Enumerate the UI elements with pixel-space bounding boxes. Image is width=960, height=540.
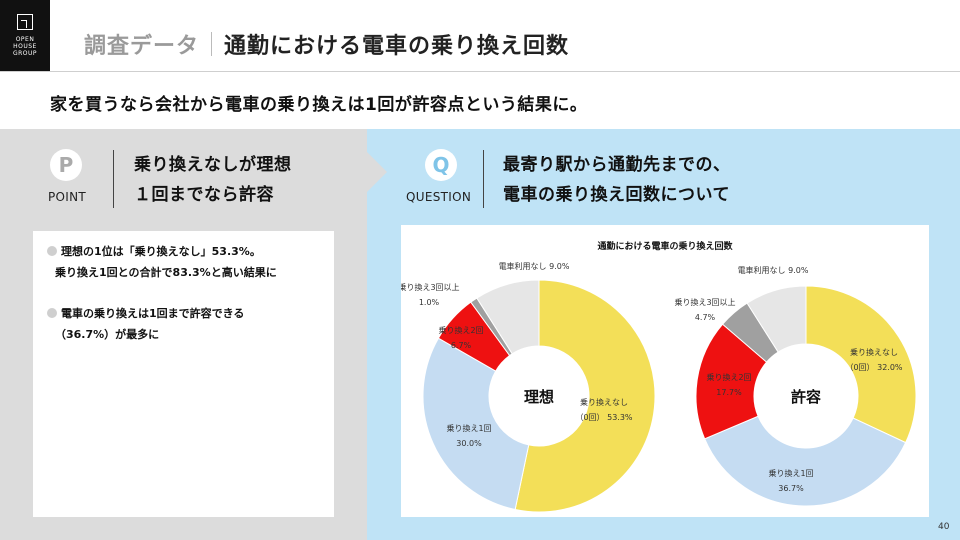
slice-data-label: 電車利用なし 9.0% xyxy=(738,265,809,275)
bullet-dot-icon xyxy=(47,246,57,256)
bullet-item: 電車の乗り換えは1回まで許容できる （36.7%）が最多に xyxy=(47,303,244,345)
donut-charts: 理想乗り換えなし（0回） 53.3% 乗り換え1回 30.0% 乗り換え2回 6.7% 乗… xyxy=(401,261,917,513)
bullet-text: 理想の1位は「乗り換えなし」53.3%。 xyxy=(61,245,261,258)
logo-line: GROUP xyxy=(12,50,38,57)
pie-slice xyxy=(746,285,807,353)
slide-header: 調査データ 通勤における電車の乗り換え回数 xyxy=(84,28,569,60)
bullet-text: 電車の乗り換えは1回まで許容できる xyxy=(61,307,245,320)
bullet-item: 理想の1位は「乗り換えなし」53.3%。 乗り換え1回との合計で83.3%と高い… xyxy=(47,241,277,283)
point-headline: 乗り換えなしが理想 １回までなら許容 xyxy=(134,150,292,210)
donut-center-label: 許容 xyxy=(791,388,821,406)
pie-slice xyxy=(805,285,917,444)
slice-data-label: 乗り換え1回 36.7% xyxy=(768,468,813,493)
slice-data-label: 電車利用なし 9.0% xyxy=(499,261,570,271)
point-headline-line: 乗り換えなしが理想 xyxy=(134,155,292,175)
pie-slice xyxy=(422,337,530,511)
panel-arrow-icon xyxy=(367,152,387,192)
logo-line: OPEN xyxy=(15,36,35,43)
question-headline-line: 最寄り駅から通勤先までの、 xyxy=(503,155,731,175)
logo-mark-icon xyxy=(17,14,33,30)
logo-line: HOUSE xyxy=(13,43,37,50)
pie-slice xyxy=(514,279,656,513)
page-title: 通勤における電車の乗り換え回数 xyxy=(224,34,570,59)
bullet-text: （36.7%）が最多に xyxy=(55,328,160,341)
point-divider xyxy=(113,150,114,208)
question-badge: Q xyxy=(425,149,457,181)
header-rule xyxy=(0,71,960,72)
point-card: 理想の1位は「乗り換えなし」53.3%。 乗り換え1回との合計で83.3%と高い… xyxy=(33,231,334,517)
header-category: 調査データ xyxy=(84,34,200,59)
question-label: QUESTION xyxy=(406,190,472,204)
logo-text: OPEN HOUSE GROUP xyxy=(4,36,46,57)
chart-title: 通勤における電車の乗り換え回数 xyxy=(597,242,733,252)
point-badge: P xyxy=(50,149,82,181)
slice-data-label: 乗り換え3回以上 1.0% xyxy=(401,282,460,307)
header-divider xyxy=(211,32,213,56)
chart-card: 通勤における電車の乗り換え回数 理想乗り換えなし（0回） 53.3% 乗り換え1回… xyxy=(401,225,929,517)
question-headline: 最寄り駅から通勤先までの、 電車の乗り換え回数について xyxy=(503,150,731,210)
slice-data-label: 乗り換え2回 6.7% xyxy=(438,325,483,350)
slice-data-label: 乗り換えなし（0回） 32.0% xyxy=(845,347,902,372)
lead-text: 家を買うなら会社から電車の乗り換えは1回が許容点という結果に。 xyxy=(50,95,588,115)
slice-data-label: 乗り換えなし（0回） 53.3% xyxy=(575,397,632,422)
slice-data-label: 乗り換え1回 30.0% xyxy=(446,423,491,448)
pie-slice xyxy=(704,415,907,507)
bullet-text: 乗り換え1回との合計で83.3%と高い結果に xyxy=(55,266,277,279)
question-divider xyxy=(483,150,484,208)
point-label: POINT xyxy=(48,190,87,204)
donut-center-label: 理想 xyxy=(524,388,554,406)
slice-data-label: 乗り換え2回 17.7% xyxy=(706,372,751,397)
slice-data-label: 乗り換え3回以上 4.7% xyxy=(674,297,735,322)
bullet-dot-icon xyxy=(47,308,57,318)
question-headline-line: 電車の乗り換え回数について xyxy=(503,185,730,205)
pie-slice xyxy=(476,279,540,355)
company-logo: OPEN HOUSE GROUP xyxy=(0,0,50,72)
point-headline-line: １回までなら許容 xyxy=(134,185,274,205)
page-number: 40 xyxy=(938,522,950,532)
